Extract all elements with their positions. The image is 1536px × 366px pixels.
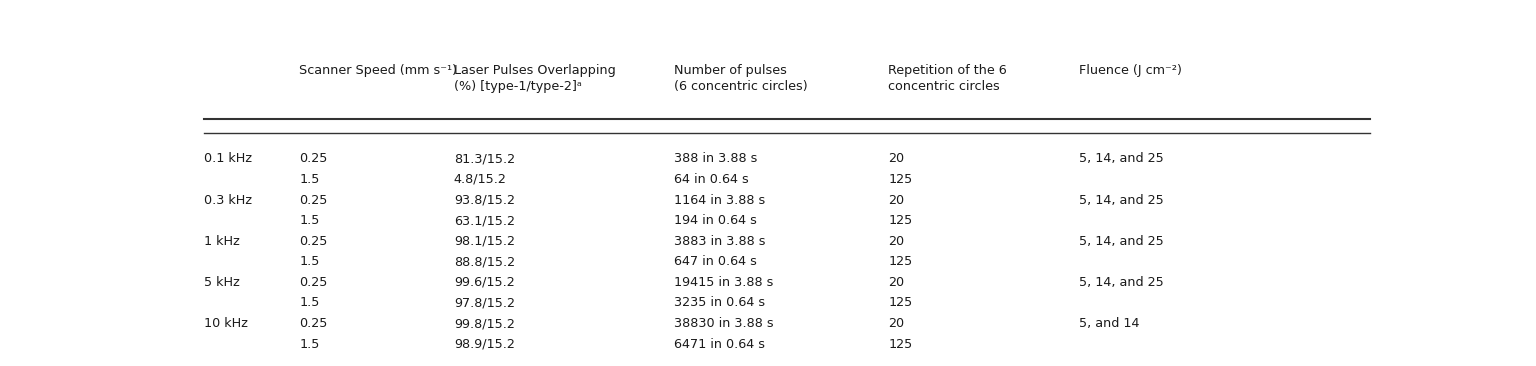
- Text: 125: 125: [888, 337, 912, 351]
- Text: 64 in 0.64 s: 64 in 0.64 s: [674, 173, 750, 186]
- Text: 6471 in 0.64 s: 6471 in 0.64 s: [674, 337, 765, 351]
- Text: 1.5: 1.5: [300, 337, 319, 351]
- Text: 0.25: 0.25: [300, 235, 327, 248]
- Text: 88.8/15.2: 88.8/15.2: [455, 255, 515, 268]
- Text: 5, 14, and 25: 5, 14, and 25: [1078, 194, 1164, 206]
- Text: 5, 14, and 25: 5, 14, and 25: [1078, 276, 1164, 289]
- Text: Scanner Speed (mm s⁻¹): Scanner Speed (mm s⁻¹): [300, 64, 458, 76]
- Text: 20: 20: [888, 152, 905, 165]
- Text: 3235 in 0.64 s: 3235 in 0.64 s: [674, 296, 765, 309]
- Text: Number of pulses
(6 concentric circles): Number of pulses (6 concentric circles): [674, 64, 808, 93]
- Text: 1.5: 1.5: [300, 296, 319, 309]
- Text: 125: 125: [888, 173, 912, 186]
- Text: 5, 14, and 25: 5, 14, and 25: [1078, 152, 1164, 165]
- Text: 20: 20: [888, 276, 905, 289]
- Text: 20: 20: [888, 317, 905, 330]
- Text: 98.1/15.2: 98.1/15.2: [455, 235, 515, 248]
- Text: 1.5: 1.5: [300, 255, 319, 268]
- Text: 125: 125: [888, 296, 912, 309]
- Text: 0.3 kHz: 0.3 kHz: [204, 194, 252, 206]
- Text: 5, 14, and 25: 5, 14, and 25: [1078, 235, 1164, 248]
- Text: 1.5: 1.5: [300, 173, 319, 186]
- Text: 3883 in 3.88 s: 3883 in 3.88 s: [674, 235, 765, 248]
- Text: 98.9/15.2: 98.9/15.2: [455, 337, 515, 351]
- Text: 125: 125: [888, 214, 912, 227]
- Text: 0.25: 0.25: [300, 276, 327, 289]
- Text: 647 in 0.64 s: 647 in 0.64 s: [674, 255, 757, 268]
- Text: 19415 in 3.88 s: 19415 in 3.88 s: [674, 276, 774, 289]
- Text: 38830 in 3.88 s: 38830 in 3.88 s: [674, 317, 774, 330]
- Text: Laser Pulses Overlapping
(%) [type-1/type-2]ᵃ: Laser Pulses Overlapping (%) [type-1/typ…: [455, 64, 616, 93]
- Text: 20: 20: [888, 194, 905, 206]
- Text: 99.6/15.2: 99.6/15.2: [455, 276, 515, 289]
- Text: 63.1/15.2: 63.1/15.2: [455, 214, 515, 227]
- Text: 125: 125: [888, 255, 912, 268]
- Text: Fluence (J cm⁻²): Fluence (J cm⁻²): [1078, 64, 1181, 76]
- Text: 0.25: 0.25: [300, 317, 327, 330]
- Text: 20: 20: [888, 235, 905, 248]
- Text: 99.8/15.2: 99.8/15.2: [455, 317, 515, 330]
- Text: 97.8/15.2: 97.8/15.2: [455, 296, 515, 309]
- Text: 0.1 kHz: 0.1 kHz: [204, 152, 252, 165]
- Text: Repetition of the 6
concentric circles: Repetition of the 6 concentric circles: [888, 64, 1008, 93]
- Text: 0.25: 0.25: [300, 152, 327, 165]
- Text: 93.8/15.2: 93.8/15.2: [455, 194, 515, 206]
- Text: 1164 in 3.88 s: 1164 in 3.88 s: [674, 194, 765, 206]
- Text: 194 in 0.64 s: 194 in 0.64 s: [674, 214, 757, 227]
- Text: 4.8/15.2: 4.8/15.2: [455, 173, 507, 186]
- Text: 5 kHz: 5 kHz: [204, 276, 240, 289]
- Text: 10 kHz: 10 kHz: [204, 317, 247, 330]
- Text: 5, and 14: 5, and 14: [1078, 317, 1140, 330]
- Text: 0.25: 0.25: [300, 194, 327, 206]
- Text: 388 in 3.88 s: 388 in 3.88 s: [674, 152, 757, 165]
- Text: 81.3/15.2: 81.3/15.2: [455, 152, 515, 165]
- Text: 1 kHz: 1 kHz: [204, 235, 240, 248]
- Text: 1.5: 1.5: [300, 214, 319, 227]
